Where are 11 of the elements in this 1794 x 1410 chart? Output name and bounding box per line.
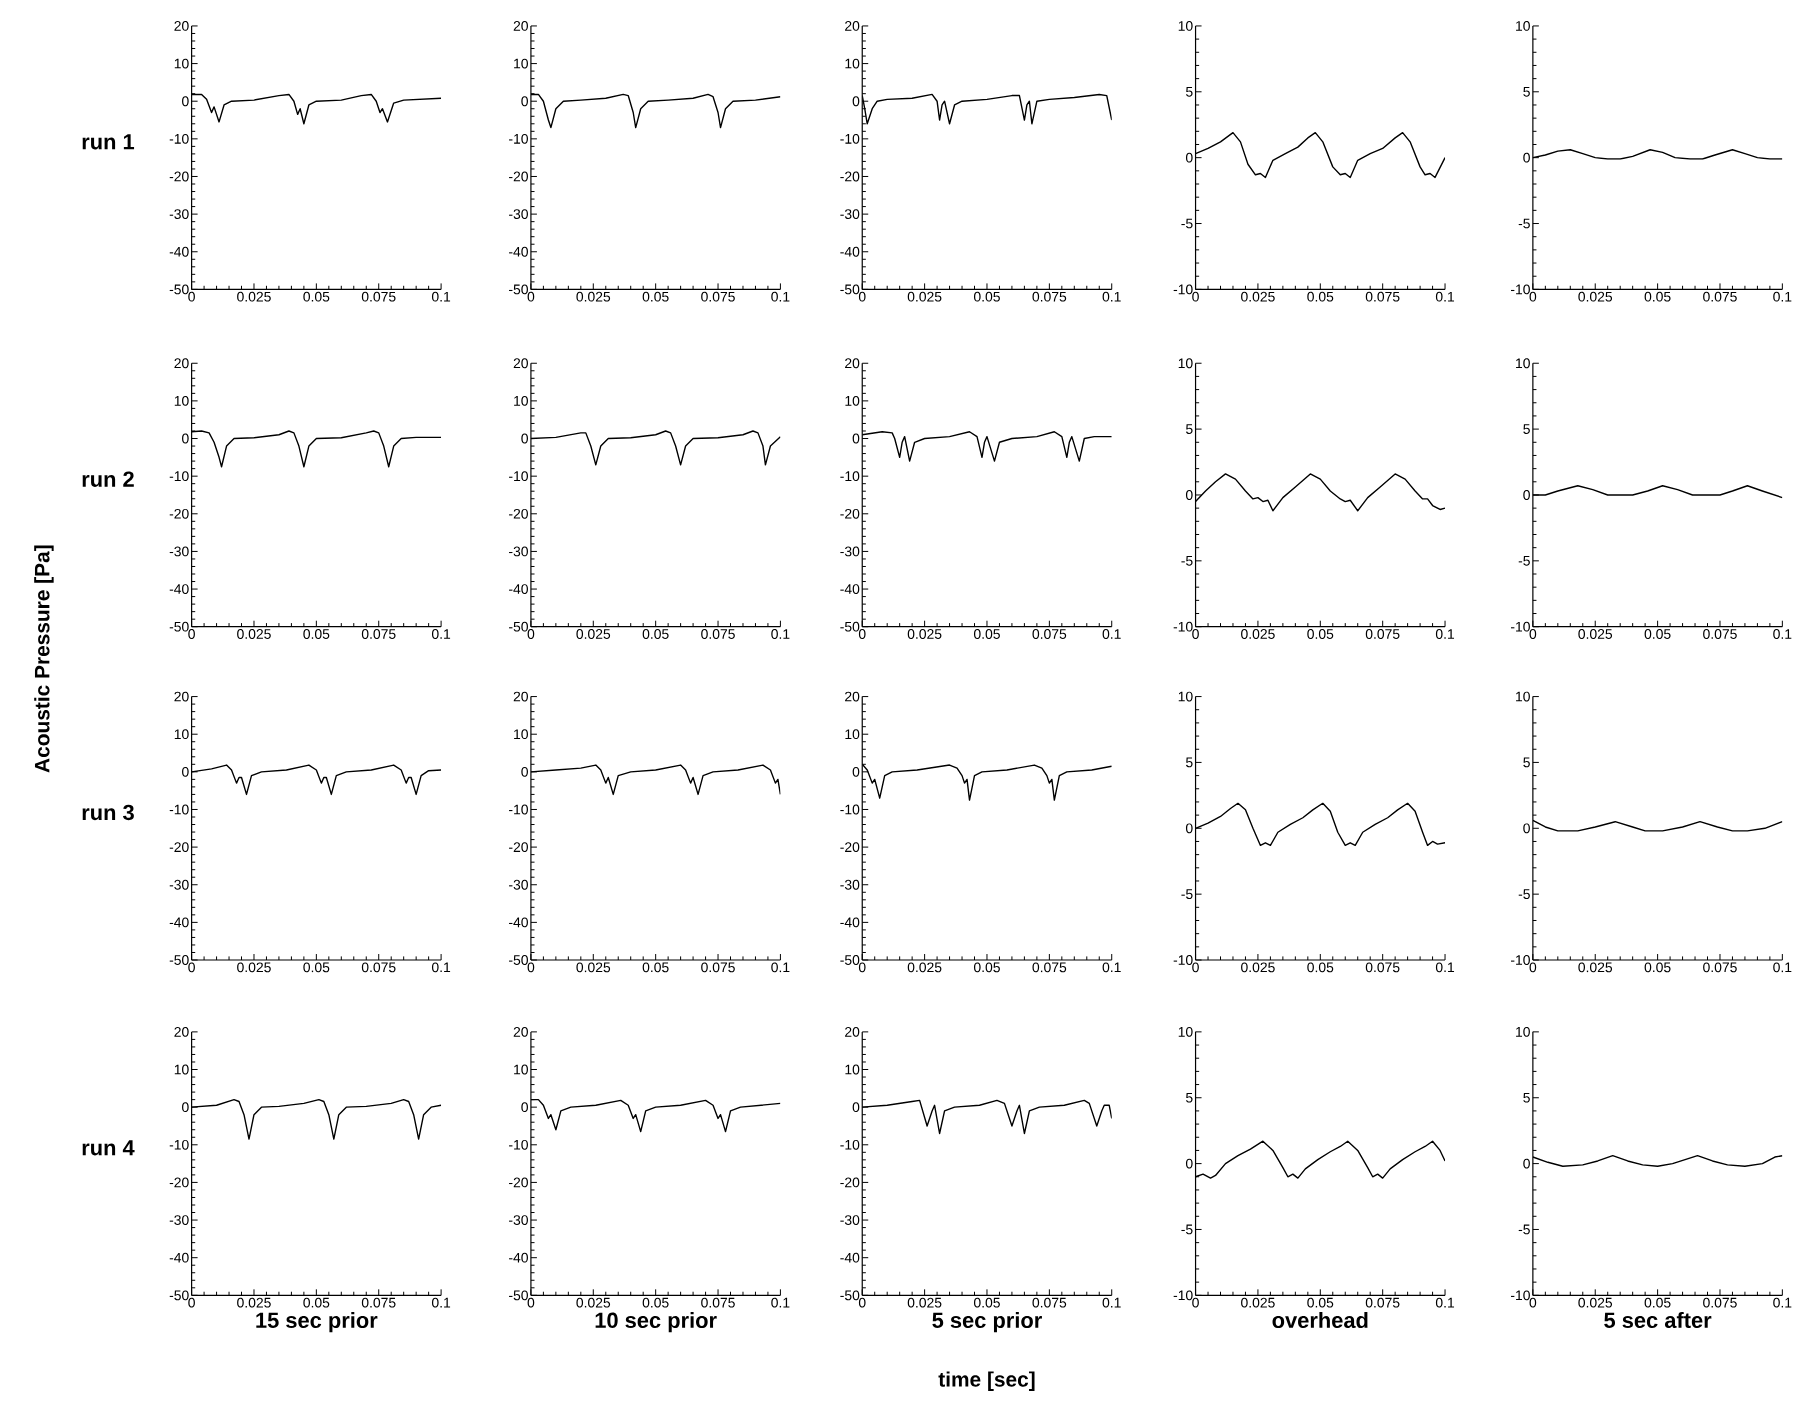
x-axis-title: 10 sec prior [595, 1312, 717, 1333]
y-axis-title: run 2 [82, 471, 134, 488]
x-axis-title: 15 sec prior [256, 1312, 378, 1333]
text: time [sec] [938, 1371, 1035, 1392]
y-axis-title: run 1 [82, 134, 135, 150]
y-axis-title: run 3 [82, 805, 134, 821]
x-axis-title: 5 sec after [1604, 1312, 1712, 1329]
y-axis-title: run 4 [82, 1140, 135, 1156]
text: Acoustic Pressure [Pa] [34, 545, 54, 773]
x-axis-title: 5 sec prior [932, 1312, 1042, 1333]
x-axis-title: overhead [1272, 1312, 1368, 1329]
